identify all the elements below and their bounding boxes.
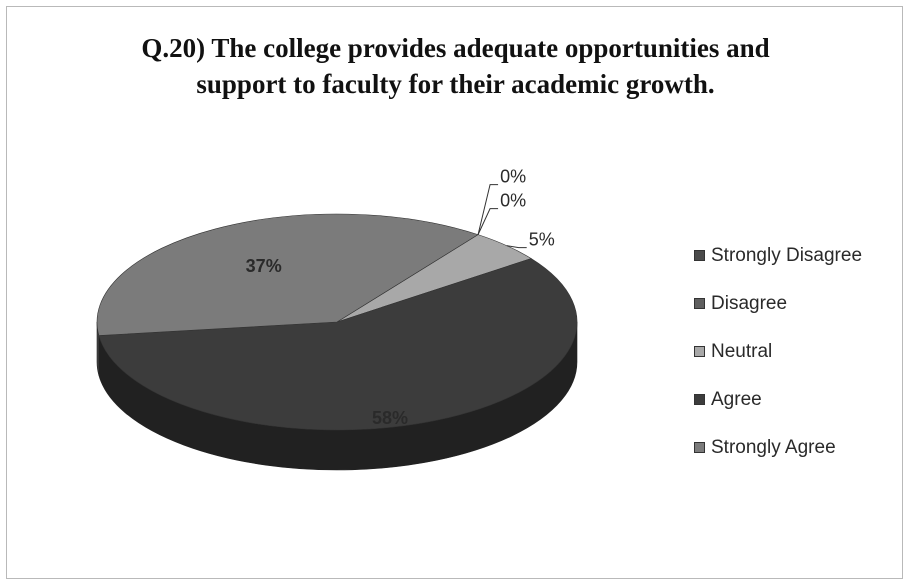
data-labels-group: 0%0%5%58%37% [246, 167, 555, 429]
leader-line [477, 208, 499, 235]
data-label: 58% [372, 408, 408, 428]
legend-label: Strongly Agree [711, 437, 836, 458]
legend-label: Agree [711, 389, 762, 410]
legend-label: Neutral [711, 341, 773, 362]
chart-title: Q.20) The college provides adequate oppo… [0, 30, 911, 102]
pie-slice-4 [96, 213, 479, 336]
legend-swatch [694, 394, 705, 405]
leader-lines-group [477, 184, 527, 249]
legend-item: Strongly Disagree [694, 245, 862, 293]
legend-item: Disagree [694, 293, 862, 341]
legend-swatch [694, 442, 705, 453]
legend-swatch [694, 346, 705, 357]
pie-slice-3 [98, 258, 578, 431]
legend-swatch [694, 250, 705, 261]
data-label: 0% [500, 191, 526, 211]
chart-title-line-2: support to faculty for their academic gr… [196, 69, 715, 99]
legend-label: Disagree [711, 293, 788, 314]
legend-swatch [694, 298, 705, 309]
chart-title-line-1: Q.20) The college provides adequate oppo… [141, 33, 770, 63]
leader-line [477, 184, 499, 235]
legend: Strongly Disagree Disagree Neutral Agree… [694, 245, 862, 485]
data-label: 5% [529, 230, 555, 250]
pie-top-group [96, 213, 578, 431]
legend-item: Strongly Agree [694, 437, 862, 485]
legend-item: Neutral [694, 341, 862, 389]
data-label: 37% [246, 256, 282, 276]
legend-label: Strongly Disagree [711, 245, 863, 266]
leader-line [506, 245, 527, 249]
data-label: 0% [500, 167, 526, 187]
legend-item: Agree [694, 389, 862, 437]
